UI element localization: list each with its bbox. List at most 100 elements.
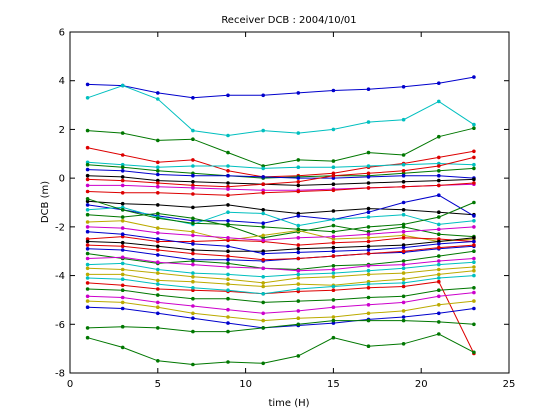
data-point	[156, 226, 160, 230]
data-point	[366, 229, 371, 234]
series-line	[87, 333, 475, 366]
data-point	[366, 295, 371, 300]
data-point	[401, 85, 406, 89]
series-11	[85, 181, 476, 197]
data-point	[296, 287, 301, 291]
data-point	[156, 138, 160, 143]
data-point	[226, 210, 230, 214]
data-point	[331, 275, 336, 279]
data-point	[366, 244, 371, 249]
data-point	[437, 332, 441, 336]
data-point	[437, 242, 441, 246]
data-point	[261, 311, 266, 316]
series-2	[85, 83, 476, 138]
data-point	[85, 251, 90, 256]
y-tick-label: -6	[55, 320, 65, 331]
series-26	[85, 290, 476, 316]
series-line	[87, 220, 474, 243]
data-point	[85, 220, 90, 224]
data-point	[296, 276, 301, 280]
series-3	[85, 126, 476, 168]
data-point	[296, 268, 301, 273]
series-17	[85, 234, 476, 247]
data-point	[191, 259, 195, 263]
data-point	[401, 169, 406, 173]
data-point	[191, 128, 195, 133]
series-line	[87, 237, 474, 252]
data-point	[401, 281, 406, 285]
data-point	[366, 248, 371, 252]
data-point	[226, 203, 230, 207]
data-point	[261, 266, 266, 271]
data-point	[437, 169, 441, 173]
data-point	[437, 161, 441, 166]
data-point	[226, 254, 230, 258]
data-point	[261, 251, 266, 256]
data-point	[437, 155, 441, 160]
data-point	[85, 167, 90, 172]
data-point	[226, 238, 230, 243]
data-point	[296, 282, 301, 286]
data-point	[226, 150, 230, 155]
data-point	[156, 244, 160, 249]
data-point	[331, 159, 336, 163]
data-point	[120, 165, 125, 169]
data-point	[156, 305, 160, 310]
data-point	[226, 169, 230, 173]
data-point	[472, 177, 476, 182]
data-point	[437, 294, 441, 299]
data-point	[156, 160, 160, 165]
data-point	[120, 255, 125, 260]
data-point	[156, 165, 160, 169]
data-point	[366, 264, 371, 268]
data-point	[85, 239, 90, 244]
data-point	[296, 176, 301, 180]
data-point	[120, 201, 125, 206]
data-point	[85, 177, 90, 182]
data-point	[261, 175, 266, 179]
data-point	[331, 240, 336, 245]
data-point	[296, 309, 301, 313]
x-tick-label: 10	[239, 379, 252, 390]
data-point	[120, 83, 125, 88]
data-point	[226, 219, 230, 223]
data-point	[472, 166, 476, 171]
data-point	[331, 249, 336, 253]
data-point	[296, 322, 301, 327]
series-21	[85, 255, 476, 273]
data-point	[120, 345, 125, 350]
data-point	[472, 200, 476, 205]
series-31	[85, 243, 476, 262]
data-point	[401, 173, 406, 178]
data-point	[120, 306, 125, 311]
data-point	[226, 261, 230, 266]
data-point	[156, 172, 160, 177]
data-point	[437, 267, 441, 272]
series-29	[85, 318, 476, 334]
data-point	[120, 277, 125, 282]
data-point	[472, 273, 476, 278]
data-point	[85, 299, 90, 303]
data-point	[261, 225, 266, 229]
data-point	[261, 233, 266, 238]
axis-ticks: 0 5 10 15 20 25 -8 -6 -4 -2 0 2 4 6	[55, 28, 515, 391]
data-point	[331, 288, 336, 293]
series-line	[87, 245, 474, 262]
data-point	[472, 162, 476, 167]
data-point	[401, 300, 406, 305]
data-point	[85, 262, 90, 267]
data-point	[401, 294, 406, 299]
data-point	[296, 250, 301, 255]
data-point	[120, 175, 125, 179]
data-point	[226, 173, 230, 178]
data-point	[156, 216, 160, 221]
data-point	[331, 245, 336, 250]
data-point	[85, 229, 90, 234]
data-point	[437, 311, 441, 316]
series-line	[87, 266, 474, 284]
data-point	[437, 215, 441, 219]
data-point	[472, 268, 476, 273]
y-tick-label: -4	[55, 271, 65, 282]
data-point	[366, 225, 371, 229]
data-point	[401, 342, 406, 346]
